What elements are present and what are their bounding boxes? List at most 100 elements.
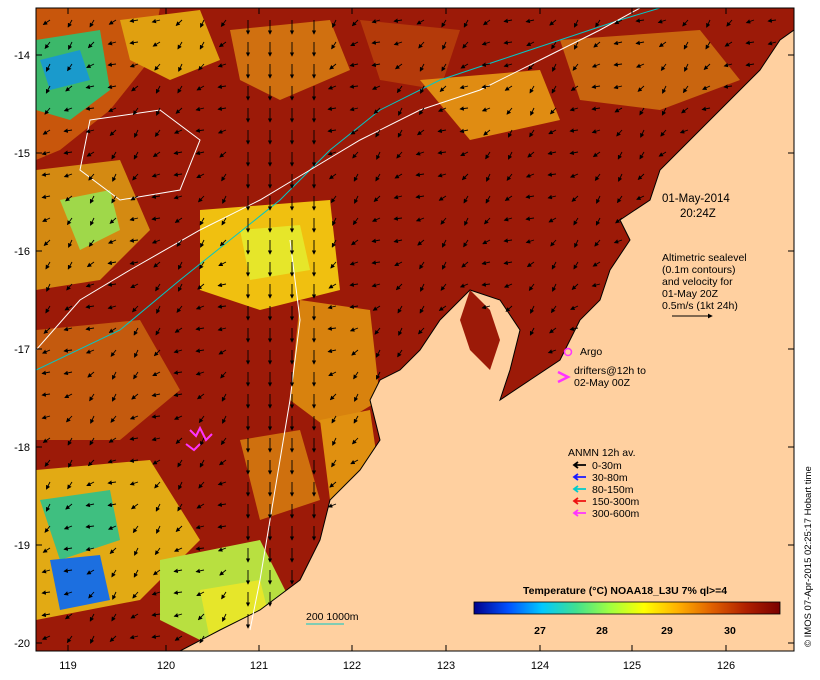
velocity-arrow — [481, 62, 491, 67]
velocity-arrow — [63, 370, 73, 376]
velocity-arrow — [614, 107, 623, 113]
lon-tick-label: 126 — [717, 660, 735, 672]
velocity-arrow — [152, 459, 161, 465]
velocity-arrow — [592, 151, 601, 158]
velocity-arrow — [442, 41, 447, 50]
velocity-arrow — [372, 85, 381, 90]
velocity-arrow — [463, 195, 469, 204]
velocity-arrow — [394, 261, 403, 267]
velocity-arrow — [617, 151, 623, 160]
velocity-arrow — [593, 41, 601, 48]
velocity-arrow — [41, 151, 51, 156]
velocity-arrow — [459, 106, 469, 111]
velocity-arrow — [154, 129, 161, 138]
velocity-arrow — [441, 63, 447, 72]
velocity-arrow — [596, 195, 601, 204]
velocity-arrow — [154, 547, 161, 556]
velocity-arrow — [461, 173, 469, 181]
velocity-arrow — [196, 173, 205, 179]
velocity-arrow — [504, 283, 513, 288]
velocity-arrow — [175, 19, 183, 27]
velocity-arrow — [353, 415, 359, 424]
velocity-arrow — [151, 634, 161, 639]
velocity-arrow — [108, 437, 117, 443]
velocity-arrow — [327, 85, 337, 90]
velocity-arrow — [195, 348, 205, 353]
velocity-arrow — [373, 107, 381, 115]
drifters-label-line1: drifters@12h to — [574, 365, 646, 377]
velocity-arrow — [129, 458, 139, 463]
anmn-legend-label: 150-300m — [592, 496, 640, 508]
velocity-arrow — [221, 393, 227, 402]
velocity-arrow — [618, 173, 623, 182]
velocity-arrow — [701, 106, 711, 112]
velocity-arrow — [88, 173, 95, 181]
lat-tick-label: -16 — [14, 246, 30, 258]
lon-tick-label: 121 — [250, 660, 268, 672]
velocity-arrow — [350, 459, 359, 465]
velocity-arrow — [217, 326, 227, 332]
velocity-arrow — [151, 173, 161, 178]
velocity-arrow — [67, 19, 73, 28]
velocity-arrow — [41, 194, 51, 200]
velocity-arrow — [354, 393, 359, 402]
velocity-arrow — [416, 19, 425, 25]
velocity-arrow — [397, 305, 403, 314]
velocity-arrow — [195, 106, 205, 112]
velocity-arrow — [107, 282, 117, 287]
velocity-arrow — [68, 459, 73, 468]
velocity-arrow — [132, 107, 139, 116]
velocity-arrow — [329, 481, 337, 488]
velocity-arrow — [88, 591, 95, 599]
velocity-arrow — [639, 107, 645, 116]
velocity-arrow — [85, 128, 95, 134]
velocity-arrow — [218, 261, 227, 267]
velocity-arrow — [507, 151, 513, 160]
velocity-arrow — [108, 525, 117, 530]
velocity-arrow — [87, 459, 95, 467]
velocity-arrow — [173, 195, 183, 200]
velocity-arrow — [397, 349, 403, 358]
velocity-arrow — [129, 260, 139, 266]
velocity-arrow — [591, 106, 601, 111]
velocity-arrow — [45, 305, 51, 314]
velocity-arrow — [529, 85, 535, 94]
velocity-arrow — [130, 613, 139, 619]
velocity-arrow — [703, 63, 711, 71]
velocity-arrow — [418, 107, 425, 116]
velocity-arrow — [481, 260, 491, 266]
velocity-arrow — [327, 128, 337, 133]
velocity-arrow — [331, 459, 337, 468]
velocity-arrow — [197, 195, 205, 203]
velocity-arrow — [199, 41, 205, 50]
velocity-arrow — [107, 41, 117, 46]
velocity-arrow — [525, 239, 535, 244]
isobath-200m — [36, 8, 661, 371]
velocity-arrow — [197, 393, 205, 400]
colorbar-tick-label: 27 — [534, 625, 546, 637]
sealevel-note: Altimetric sealevel (0.1m contours) and … — [662, 252, 747, 319]
velocity-arrow — [613, 239, 623, 244]
lon-tick-label: 120 — [157, 660, 175, 672]
velocity-arrow — [637, 173, 645, 181]
velocity-arrow — [151, 194, 161, 199]
velocity-arrow — [349, 106, 359, 112]
velocity-arrow — [507, 129, 513, 138]
velocity-arrow — [374, 327, 381, 335]
velocity-arrow — [591, 282, 601, 288]
velocity-arrow — [217, 502, 227, 507]
velocity-arrow — [349, 62, 359, 68]
velocity-arrow — [526, 41, 535, 47]
velocity-arrow — [130, 283, 139, 289]
velocity-arrow — [459, 128, 469, 134]
velocity-arrow — [43, 239, 51, 247]
isobath-1000m — [36, 8, 641, 351]
velocity-arrow — [42, 129, 51, 135]
velocity-arrow — [151, 18, 161, 24]
velocity-arrow — [41, 392, 51, 397]
velocity-arrow — [108, 239, 117, 244]
velocity-arrow — [483, 217, 491, 225]
velocity-arrow — [573, 217, 579, 226]
map-frame — [35, 7, 795, 652]
velocity-arrow — [328, 283, 337, 289]
